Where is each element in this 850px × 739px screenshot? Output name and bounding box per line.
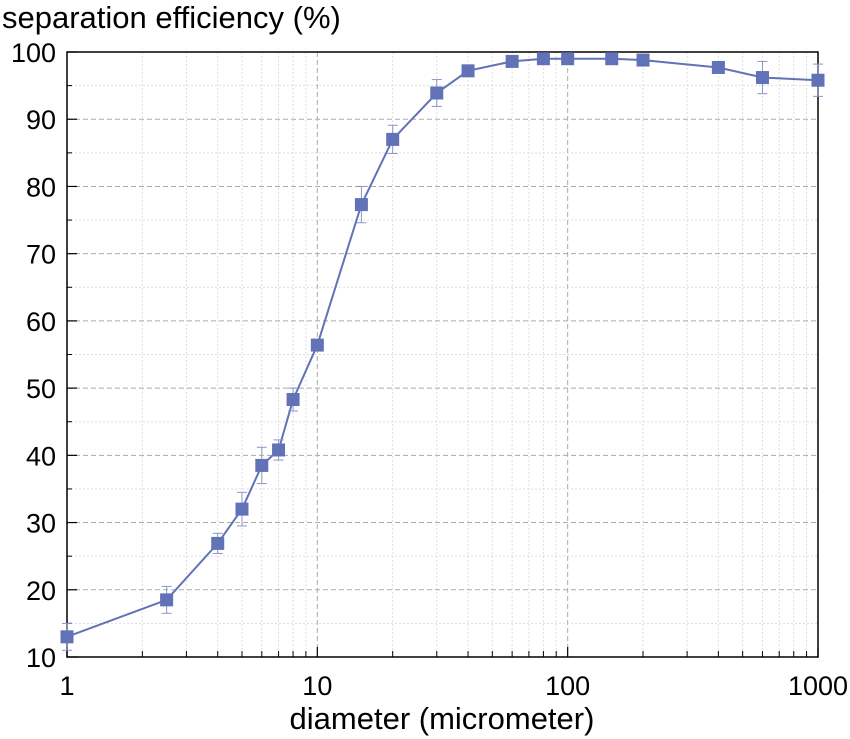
- data-point: [386, 132, 400, 146]
- data-point: [505, 54, 519, 68]
- x-tick-label: 1: [59, 671, 74, 701]
- x-axis-label: diameter (micrometer): [290, 701, 595, 736]
- data-point: [211, 536, 225, 550]
- data-point: [811, 73, 825, 87]
- y-tick-label: 80: [26, 172, 56, 202]
- data-point: [430, 86, 444, 100]
- grid: [67, 52, 818, 657]
- data-point: [636, 53, 650, 67]
- data-point: [711, 60, 725, 74]
- data-point: [561, 52, 575, 66]
- data-point: [354, 198, 368, 212]
- data-point: [60, 630, 74, 644]
- data-point: [310, 338, 324, 352]
- y-tick-label: 50: [26, 374, 56, 404]
- y-tick-label: 60: [26, 307, 56, 337]
- data-point: [605, 52, 619, 66]
- y-tick-label: 40: [26, 441, 56, 471]
- data-point: [160, 593, 174, 607]
- x-tick-label: 100: [545, 671, 590, 701]
- data-point: [755, 71, 769, 85]
- y-tick-label: 100: [11, 38, 56, 68]
- y-tick-label: 30: [26, 509, 56, 539]
- data-point: [461, 64, 475, 78]
- y-tick-label: 10: [26, 643, 56, 673]
- series-line: [66, 57, 819, 638]
- data-point: [286, 393, 300, 407]
- x-tick-label: 10: [302, 671, 332, 701]
- x-tick-label: 1000: [788, 671, 848, 701]
- y-tick-label: 20: [26, 576, 56, 606]
- data-point: [272, 443, 286, 457]
- data-point: [255, 458, 269, 472]
- data-series: [60, 52, 825, 651]
- y-tick-label: 70: [26, 240, 56, 270]
- data-point: [536, 52, 550, 66]
- y-axis-label: separation efficiency (%): [2, 0, 341, 35]
- data-point: [235, 502, 249, 516]
- y-tick-label: 90: [26, 105, 56, 135]
